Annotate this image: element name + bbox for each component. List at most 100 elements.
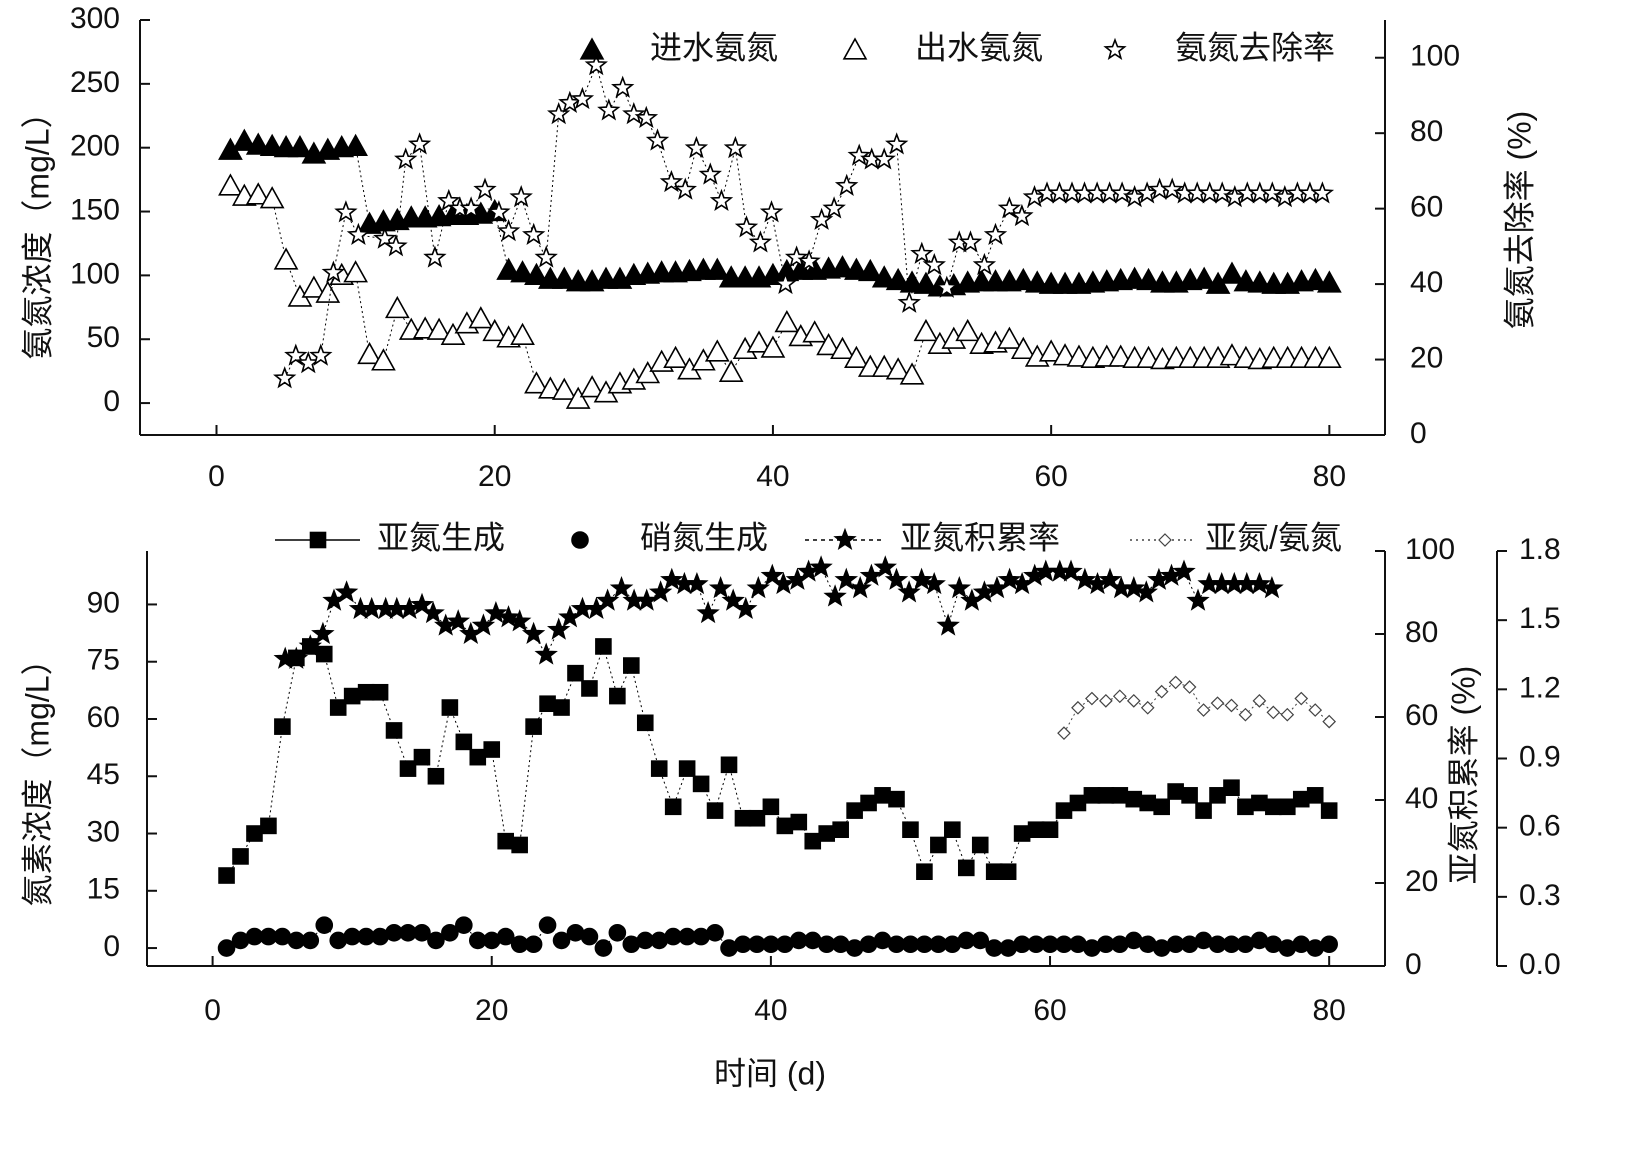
marker-star: [597, 98, 621, 121]
marker-star: [885, 132, 909, 155]
y2-axis-title: 氨氮去除率 (%): [1501, 111, 1537, 330]
marker-circle: [301, 931, 320, 950]
y2-tick-label: 100: [1405, 533, 1455, 566]
marker-star: [784, 245, 809, 268]
marker-star: [698, 162, 722, 185]
marker-star: [760, 563, 784, 586]
marker-star: [645, 128, 670, 151]
y-tick-label: 60: [87, 701, 120, 734]
marker-square: [1195, 802, 1212, 819]
marker-square: [246, 825, 263, 842]
y3-tick-label: 0.3: [1519, 879, 1561, 912]
marker-star: [459, 196, 483, 219]
marker-square: [1278, 798, 1296, 816]
marker-square: [734, 809, 752, 827]
marker-star: [1172, 559, 1196, 582]
marker-diamond: [1308, 703, 1323, 717]
marker-circle: [1320, 935, 1338, 954]
marker-star: [685, 571, 709, 595]
marker-square: [1251, 794, 1268, 812]
x-tick-label: 60: [1034, 460, 1067, 493]
marker-star: [834, 567, 859, 590]
marker-star: [273, 366, 297, 389]
marker-circle: [315, 916, 334, 934]
marker-square: [776, 817, 794, 835]
x-axis-title: 时间 (d): [714, 1055, 826, 1091]
legend-label: 亚氮/氨氮: [1205, 519, 1342, 555]
marker-square: [441, 699, 459, 716]
marker-star: [696, 601, 720, 624]
y2-tick-label: 20: [1405, 865, 1438, 898]
marker-circle: [427, 931, 445, 950]
marker-triangle: [955, 318, 981, 342]
marker-star: [708, 575, 733, 599]
marker-star: [384, 234, 408, 257]
marker-square: [944, 821, 961, 839]
marker-star: [1073, 567, 1097, 590]
marker-diamond: [1238, 707, 1253, 722]
marker-triangle: [496, 257, 521, 280]
y3-tick-label: 0.9: [1519, 740, 1561, 773]
series-line: [226, 644, 1330, 876]
x-tick-label: 0: [204, 994, 221, 1027]
marker-triangle: [510, 260, 535, 283]
marker-square: [343, 687, 361, 705]
marker-star: [334, 200, 358, 223]
marker-square: [539, 695, 556, 713]
marker-circle: [552, 931, 571, 950]
marker-triangle: [746, 330, 772, 353]
marker-star: [471, 613, 496, 636]
x-tick-label: 0: [208, 460, 225, 493]
marker-diamond: [1154, 684, 1169, 699]
marker-star: [723, 136, 748, 159]
marker-star: [1010, 203, 1034, 227]
marker-square: [1167, 783, 1184, 800]
y2-tick-label: 80: [1405, 616, 1438, 649]
marker-triangle: [899, 362, 925, 385]
marker-diamond: [1140, 700, 1155, 715]
marker-square: [957, 859, 975, 877]
marker-star: [509, 185, 533, 208]
x-tick-label: 60: [1033, 994, 1066, 1027]
marker-star: [709, 188, 734, 212]
y3-tick-label: 1.8: [1519, 533, 1561, 566]
marker-star: [521, 621, 546, 644]
y-tick-label: 100: [70, 257, 120, 290]
y2-tick-label: 0: [1405, 948, 1422, 981]
x-tick-label: 20: [475, 994, 508, 1027]
legend-label: 亚氮积累率: [900, 519, 1060, 555]
marker-square: [567, 664, 584, 682]
marker-square: [650, 760, 668, 777]
legend-marker: [1103, 37, 1127, 60]
marker-square: [818, 825, 836, 842]
marker-star: [437, 188, 461, 212]
marker-square: [748, 809, 766, 827]
marker-star: [660, 567, 684, 590]
marker-star: [487, 200, 511, 223]
marker-square: [218, 867, 235, 884]
marker-square: [846, 802, 863, 819]
marker-triangle: [1316, 270, 1342, 293]
y3-tick-label: 0.6: [1519, 810, 1561, 843]
marker-square: [427, 767, 445, 785]
marker-triangle: [357, 341, 382, 365]
marker-circle: [217, 939, 236, 957]
y3-tick-label: 0.0: [1519, 948, 1561, 981]
series-line: [1063, 681, 1330, 734]
marker-diamond: [1168, 675, 1183, 690]
y2-tick-label: 20: [1410, 341, 1443, 374]
marker-square: [525, 718, 542, 735]
marker-star: [407, 132, 432, 155]
marker-star: [936, 613, 960, 636]
marker-star: [522, 222, 546, 245]
marker-triangle: [343, 133, 368, 157]
marker-square: [902, 821, 919, 839]
marker-square: [1292, 790, 1310, 808]
marker-star: [947, 576, 972, 599]
marker-square: [413, 748, 431, 766]
marker-triangle: [301, 275, 327, 298]
marker-star: [1260, 181, 1284, 204]
marker-triangle: [218, 173, 243, 196]
marker-triangle: [997, 326, 1022, 349]
y2-tick-label: 100: [1410, 40, 1460, 73]
